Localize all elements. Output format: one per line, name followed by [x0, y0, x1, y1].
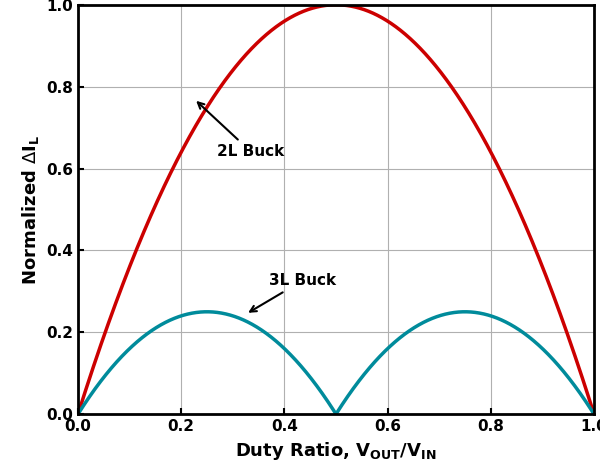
- Y-axis label: Normalized $\Delta$I$_{\mathregular{L}}$: Normalized $\Delta$I$_{\mathregular{L}}$: [20, 134, 41, 285]
- X-axis label: Duty Ratio, V$_{\mathregular{OUT}}$/V$_{\mathregular{IN}}$: Duty Ratio, V$_{\mathregular{OUT}}$/V$_{…: [235, 439, 437, 462]
- Text: 3L Buck: 3L Buck: [250, 273, 336, 312]
- Text: 2L Buck: 2L Buck: [198, 102, 284, 159]
